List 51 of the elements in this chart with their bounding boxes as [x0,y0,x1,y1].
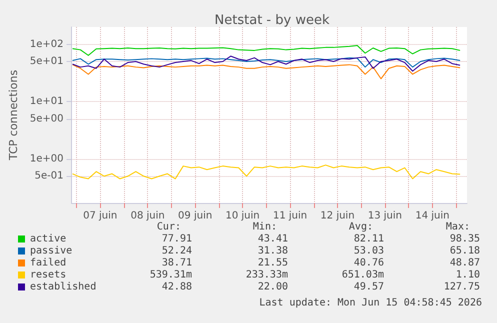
line-series [72,164,461,180]
legend-label: resets [30,270,66,280]
text: 43.41 [258,234,288,244]
line-series [72,57,461,68]
text: 38.71 [162,258,192,268]
text: 40.76 [354,258,384,268]
text: 77.91 [162,234,192,244]
x-tick-label: 12 juin [320,210,355,222]
text: 82.11 [354,234,384,244]
y-tick-label: 5e+01 [30,56,64,68]
line-series [72,64,461,80]
legend-label: passive [30,246,72,256]
legend-label: failed [30,258,66,268]
y-tick-label: 1e+01 [30,96,64,108]
chart-title: Netstat - by week [214,13,330,28]
text: 651.03m [342,270,384,280]
text: 21.55 [258,258,288,268]
text: 98.35 [450,234,480,244]
x-tick-label: 07 juin [83,210,118,222]
text: Avg: [348,222,373,232]
legend-label: active [30,234,66,244]
text: 42.88 [162,282,192,292]
text: 31.38 [258,246,288,256]
text: 48.87 [450,258,480,268]
y-tick-label: 5e+00 [30,113,64,124]
x-tick-label: 11 juin [272,210,308,222]
text: Max: [446,222,470,232]
y-tick-label: 5e-01 [34,170,64,182]
text: 539.31m [150,270,192,280]
text: 52.24 [162,246,192,256]
text: Cur: [156,222,181,232]
x-tick-label: 09 juin [178,210,212,222]
x-tick-label: 14 juin [415,210,450,222]
text: 49.57 [354,282,384,292]
x-tick-label: 13 juin [368,210,402,222]
x-tick-label: 08 juin [130,210,165,222]
text: 1.10 [456,270,480,280]
line-series [72,56,461,72]
text: 233.33m [246,270,288,280]
y-axis-title: TCP connections [7,70,20,162]
text: Last update: Mon Jun 15 04:58:45 2026 [259,298,482,308]
text: Min: [252,222,277,232]
y-tick-label: 1e+02 [30,38,64,50]
text: 65.18 [450,246,480,256]
x-tick-label: 10 juin [225,210,260,222]
y-tick-label: 1e+00 [30,153,64,164]
legend-label: established [30,282,96,292]
text: 53.03 [354,246,384,256]
text: 127.75 [444,282,480,292]
line-series [72,45,461,56]
text: 22.00 [258,282,288,292]
